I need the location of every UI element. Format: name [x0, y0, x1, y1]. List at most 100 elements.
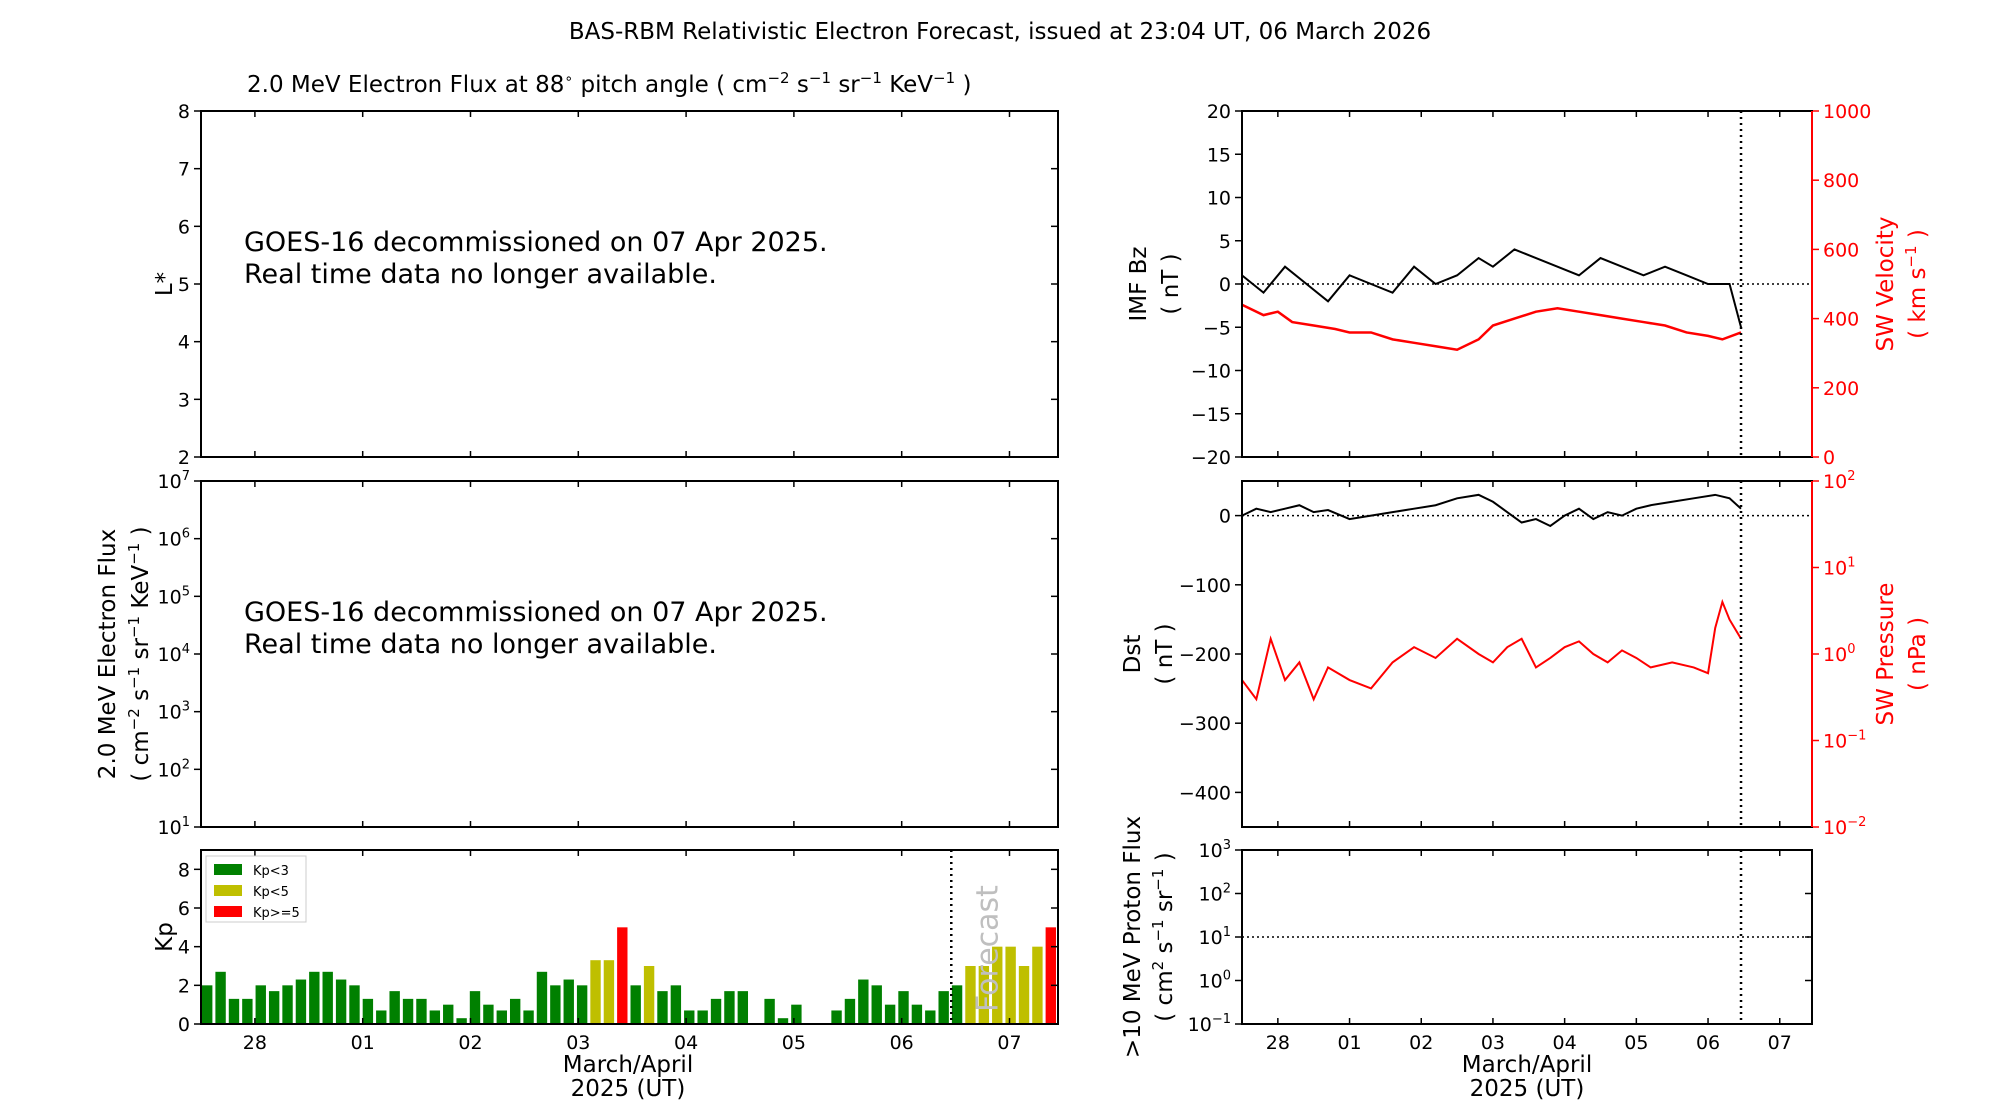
flux-time-y-ticks: 101 102 103 104 105 106 107	[158, 469, 1058, 839]
kp-bar	[309, 971, 320, 1024]
sw-velocity-ytick-label: 800	[1823, 170, 1859, 192]
kp-bar	[630, 985, 641, 1024]
sw-velocity-series	[1241, 303, 1742, 352]
kp-bar	[871, 985, 882, 1024]
dst-ytick-label: −100	[1179, 575, 1231, 597]
kp-ytick-label: 4	[178, 937, 190, 959]
kp-bar	[884, 1004, 896, 1024]
flux-time-ytick-label: 101	[158, 815, 190, 839]
proton-xtick-label: 03	[1481, 1032, 1505, 1054]
flux-lstar-ytick-label: 3	[178, 389, 190, 411]
left-xlabel-line2: 2025 (UT)	[571, 1076, 686, 1100]
kp-bar	[255, 985, 266, 1024]
kp-bar	[737, 991, 749, 1024]
proton-xtick-label: 01	[1337, 1032, 1361, 1054]
imf-ytick-label: 20	[1207, 101, 1231, 123]
flux-time-ytick-label: 102	[158, 757, 190, 781]
flux-time-ylabel-line1: 2.0 MeV Electron Flux	[95, 529, 121, 779]
imf-ytick-label: −15	[1191, 404, 1231, 426]
flux-lstar-ylabel: L*	[152, 272, 178, 296]
flux-time-ytick-label: 103	[158, 700, 190, 724]
proton-xtick-label: 07	[1768, 1032, 1792, 1054]
kp-bar	[911, 1004, 923, 1024]
kp-bar	[563, 979, 574, 1024]
sw-pressure-ytick-label: 100	[1823, 642, 1855, 666]
flux-lstar-ytick-label: 5	[178, 274, 190, 296]
imf-ytick-label: −20	[1191, 447, 1231, 469]
kp-legend-swatch-mid	[214, 885, 242, 896]
proton-ylabel-line1: >10 MeV Proton Flux	[1120, 816, 1146, 1058]
kp-bar	[416, 998, 427, 1024]
kp-bar	[443, 1004, 454, 1024]
proton-xtick-label: 06	[1696, 1032, 1720, 1054]
kp-bar	[844, 998, 856, 1024]
kp-bar	[483, 1004, 494, 1024]
proton-ytick-label: 103	[1199, 838, 1231, 862]
kp-bar	[295, 979, 307, 1024]
proton-xtick-label: 02	[1409, 1032, 1433, 1054]
imf-ytick-label: −5	[1203, 317, 1231, 339]
dst-ylabel-line1: Dst	[1120, 635, 1146, 674]
kp-bar	[791, 1004, 802, 1024]
imf-ytick-label: 15	[1207, 144, 1231, 166]
right-xlabel-line2: 2025 (UT)	[1470, 1076, 1585, 1100]
flux-lstar-message-line2: Real time data no longer available.	[244, 259, 717, 290]
kp-bar	[938, 991, 949, 1024]
kp-bar	[764, 998, 775, 1024]
sw-velocity-ylabel-line2: ( km s−1 )	[1902, 229, 1931, 339]
flux-time-ytick-label: 106	[158, 527, 190, 551]
imf-ytick-label: 5	[1219, 231, 1231, 253]
sw-pressure-ytick-label: 10−1	[1823, 729, 1866, 753]
proton-xtick-label: 04	[1553, 1032, 1577, 1054]
flux-time-ytick-label: 104	[158, 642, 190, 666]
flux-lstar-ytick-label: 8	[178, 101, 190, 123]
flux-time-ytick-label: 105	[158, 584, 190, 608]
kp-ytick-label: 0	[178, 1014, 190, 1036]
imf-ylabel-line2: ( nT )	[1158, 253, 1184, 314]
kp-bar	[228, 998, 240, 1024]
kp-ylabel: Kp	[152, 922, 178, 952]
kp-bar	[1018, 966, 1030, 1024]
imf-bz-series	[1241, 248, 1742, 328]
kp-bar	[509, 998, 521, 1024]
flux-lstar-message-line1: GOES-16 decommissioned on 07 Apr 2025.	[244, 227, 828, 258]
left-xlabel-line1: March/April	[563, 1052, 693, 1078]
kp-bar	[657, 991, 668, 1024]
dst-ytick-label: −300	[1179, 713, 1231, 735]
kp-bar	[1005, 946, 1016, 1024]
sw-pressure-ylabel-line2: ( nPa )	[1905, 617, 1931, 691]
sw-velocity-ytick-label: 0	[1823, 447, 1835, 469]
flux-time-message-line1: GOES-16 decommissioned on 07 Apr 2025.	[244, 597, 828, 628]
proton-ytick-label: 10−1	[1188, 1012, 1231, 1036]
kp-bar	[925, 1010, 936, 1024]
sw-velocity-ytick-label: 600	[1823, 239, 1859, 261]
proton-xtick-label: 28	[1266, 1032, 1290, 1054]
kp-bar	[389, 991, 400, 1024]
figure-title: BAS-RBM Relativistic Electron Forecast, …	[569, 19, 1431, 45]
kp-bar	[268, 991, 280, 1024]
kp-xtick-label: 05	[782, 1032, 806, 1054]
kp-bar	[858, 979, 869, 1024]
dst-ylabel-line2: ( nT )	[1152, 623, 1178, 684]
kp-bar	[215, 971, 226, 1024]
kp-bar	[1032, 946, 1043, 1024]
flux-lstar-ytick-label: 2	[178, 447, 190, 469]
kp-bar	[697, 1010, 708, 1024]
proton-ytick-label: 100	[1199, 969, 1231, 993]
dst-ytick-label: −200	[1179, 644, 1231, 666]
kp-xtick-label: 04	[674, 1032, 698, 1054]
kp-bar	[590, 960, 601, 1024]
kp-bar	[335, 979, 347, 1024]
kp-bar	[322, 971, 333, 1024]
kp-bar	[362, 998, 374, 1024]
sw-pressure-series	[1241, 598, 1742, 702]
flux-time-ylabel-line2: ( cm−2 s−1 sr−1 KeV−1 )	[125, 526, 154, 781]
sw-velocity-ytick-label: 200	[1823, 378, 1859, 400]
flux-time-axes	[200, 480, 1059, 828]
kp-forecast-label: Forecast	[970, 885, 1005, 1012]
kp-legend-label-high: Kp>=5	[253, 906, 300, 921]
kp-xtick-label: 06	[890, 1032, 914, 1054]
